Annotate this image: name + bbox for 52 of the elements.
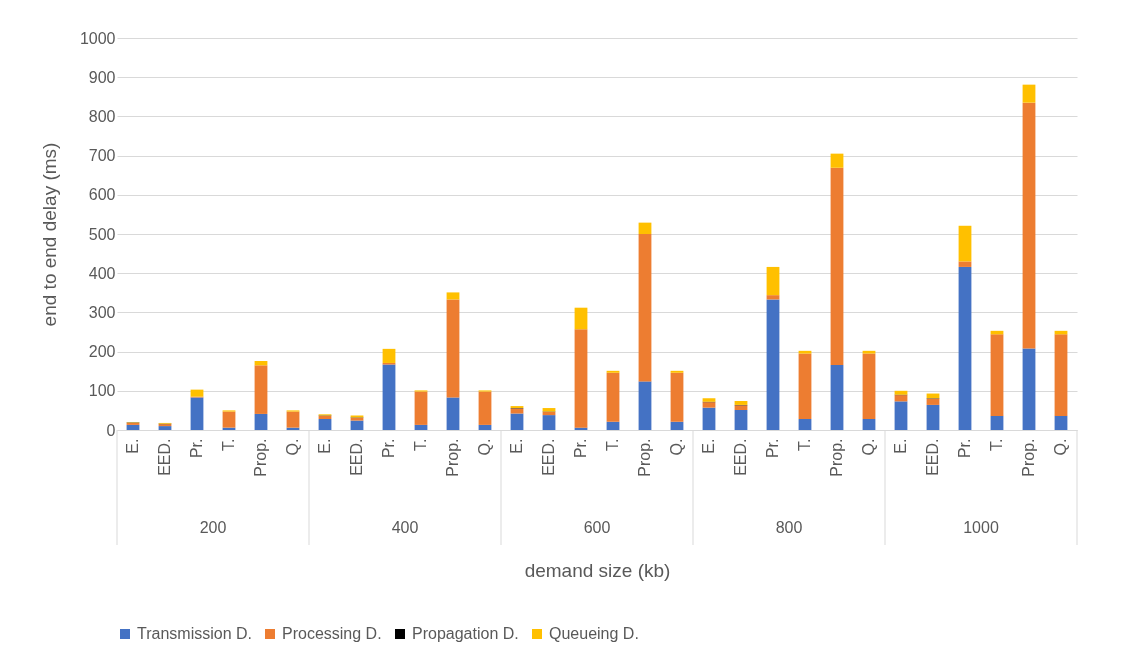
x-tick-label: T. [220,438,237,451]
y-tick-label: 600 [88,186,116,204]
x-tick-label: Q. [1052,438,1069,456]
x-tick-label: Prop. [1020,438,1037,477]
y-tick-label: 800 [88,107,116,125]
x-tick-label: Pr. [956,438,973,459]
x-tick-label: E. [892,438,909,454]
y-axis-title: end to end delay (ms) [38,142,60,327]
x-tick-label: EED. [732,438,749,476]
text: 1000 [963,519,999,536]
text: 800 [775,519,803,536]
x-tick-label: E. [124,438,141,454]
x-tick-label: Pr. [188,438,205,459]
y-tick-label: 400 [88,264,116,282]
x-tick-label: EED. [540,438,557,476]
x-tick-label: EED. [156,438,173,476]
y-tick-label: 200 [88,343,116,361]
x-tick-label: T. [412,438,429,451]
y-tick-label: 0 [106,421,116,439]
x-tick-label: Pr. [572,438,589,459]
legend-label: Queueing D. [549,625,639,642]
x-tick-label: Q. [860,438,877,456]
y-tick-label: 500 [88,225,116,243]
x-axis-title: demand size (kb) [524,559,671,581]
legend-label: Propagation D. [412,625,519,642]
x-tick-label: Prop. [828,438,845,477]
x-tick-label: Pr. [380,438,397,459]
y-tick-label: 700 [88,147,116,165]
y-tick-label: 900 [88,68,116,86]
y-tick-label: 100 [88,382,116,400]
x-tick-label: Q. [284,438,301,456]
x-tick-label: Pr. [764,438,781,459]
x-tick-label: EED. [348,438,365,476]
x-tick-label: T. [988,438,1005,451]
x-tick-label: Q. [668,438,685,456]
y-tick-label: 1000 [79,29,116,47]
text: 600 [583,519,611,536]
text: 400 [391,519,419,536]
legend-label: Processing D. [282,625,382,642]
x-tick-label: Prop. [252,438,269,477]
legend-label: Transmission D. [137,625,252,642]
x-tick-label: Prop. [444,438,461,477]
x-tick-label: EED. [924,438,941,476]
text: 200 [199,519,227,536]
x-tick-label: E. [508,438,525,454]
x-tick-label: Prop. [636,438,653,477]
x-tick-label: Q. [476,438,493,456]
x-tick-label: T. [604,438,621,451]
x-tick-label: E. [316,438,333,454]
x-tick-label: T. [796,438,813,451]
y-tick-label: 300 [88,303,116,321]
x-tick-label: E. [700,438,717,454]
